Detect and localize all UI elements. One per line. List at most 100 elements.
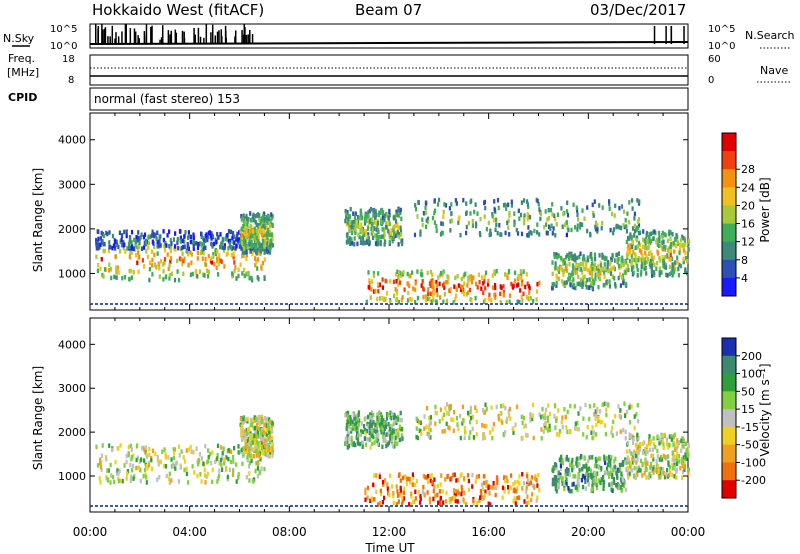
echo-cell (410, 491, 413, 496)
echo-cell (181, 238, 184, 244)
echo-cell (563, 407, 566, 412)
echo-cell (633, 465, 636, 471)
echo-cell (636, 273, 639, 278)
echo-cell (463, 281, 466, 286)
echo-cell (565, 425, 568, 430)
echo-cell (253, 227, 256, 232)
echo-cell (416, 435, 419, 441)
echo-cell (612, 477, 615, 482)
velocity-colorbar-label: Velocity [m s⁻¹] (758, 363, 772, 456)
echo-cell (537, 473, 540, 478)
echo-cell (632, 270, 635, 276)
echo-cell (366, 234, 369, 240)
echo-cell (553, 414, 556, 419)
echo-cell (576, 255, 579, 261)
echo-cell (211, 467, 214, 472)
echo-cell (163, 257, 167, 262)
echo-cell (128, 277, 131, 282)
echo-cell (607, 474, 611, 479)
echo-cell (617, 224, 620, 229)
echo-cell (583, 455, 586, 460)
echo-cell (674, 243, 678, 249)
echo-cell (613, 464, 616, 470)
colorbar-tick-label: 8 (741, 254, 748, 267)
echo-cell (129, 236, 132, 241)
echo-cell (164, 455, 167, 460)
echo-cell (561, 415, 564, 420)
echo-cell (345, 215, 348, 220)
echo-cell (414, 299, 417, 305)
echo-cell (599, 276, 602, 281)
echo-cell (582, 484, 585, 490)
echo-cell (259, 457, 262, 462)
echo-cell (620, 462, 623, 467)
echo-cell (237, 237, 240, 242)
echo-cell (434, 421, 437, 426)
echo-cell (568, 276, 571, 281)
echo-cell (443, 202, 446, 207)
echo-cell (435, 224, 438, 229)
echo-cell (467, 290, 470, 295)
echo-cell (229, 238, 232, 244)
echo-cell (402, 490, 406, 496)
echo-cell (354, 229, 357, 234)
y-tick-label: 1000 (58, 470, 86, 483)
echo-cell (605, 456, 608, 461)
echo-cell (172, 464, 175, 469)
echo-cell (260, 445, 263, 451)
echo-cell (218, 473, 221, 479)
echo-cell (348, 443, 351, 449)
echo-cell (676, 461, 679, 467)
echo-cell (252, 229, 255, 234)
echo-cell (252, 426, 255, 431)
echo-cell (346, 419, 349, 425)
echo-cell (148, 452, 151, 458)
echo-cell (650, 238, 653, 244)
echo-cell (183, 239, 186, 244)
echo-cell (259, 248, 262, 254)
echo-cell (394, 233, 397, 239)
echo-cell (547, 418, 550, 423)
echo-cell (259, 433, 262, 438)
echo-cell (644, 251, 647, 256)
echo-cell (519, 269, 522, 274)
echo-cell (512, 285, 515, 290)
colorbar-tick-label: -100 (741, 456, 766, 469)
echo-cell (179, 465, 182, 470)
echo-cell (358, 418, 361, 423)
echo-cell (107, 248, 110, 254)
echo-cell (257, 441, 260, 446)
echo-cell (591, 486, 594, 492)
echo-cell (257, 426, 261, 431)
echo-cell (636, 457, 639, 463)
echo-cell (210, 234, 213, 239)
echo-cell (429, 415, 432, 420)
echo-cell (421, 279, 424, 284)
echo-cell (572, 282, 576, 288)
echo-cell (264, 236, 267, 242)
echo-cell (565, 232, 568, 238)
echo-cell (513, 219, 516, 225)
echo-cell (427, 434, 431, 439)
echo-cell (530, 475, 533, 480)
echo-cell (661, 470, 664, 475)
echo-cell (354, 416, 357, 421)
echo-cell (422, 211, 425, 216)
echo-cell (379, 234, 382, 240)
echo-cell (257, 229, 260, 235)
echo-cell (256, 239, 259, 244)
echo-cell (675, 467, 678, 473)
echo-cell (190, 449, 193, 454)
echo-cell (370, 226, 373, 232)
echo-cell (484, 489, 487, 494)
echo-cell (125, 476, 128, 481)
nsearch-label: N.Search (745, 29, 795, 42)
echo-cell (524, 284, 527, 290)
echo-cell (403, 486, 406, 491)
echo-cell (610, 487, 613, 492)
echo-cell (393, 420, 396, 425)
echo-cell (163, 260, 166, 266)
echo-cell (235, 462, 238, 467)
echo-cell (354, 442, 357, 448)
echo-cell (572, 277, 575, 282)
